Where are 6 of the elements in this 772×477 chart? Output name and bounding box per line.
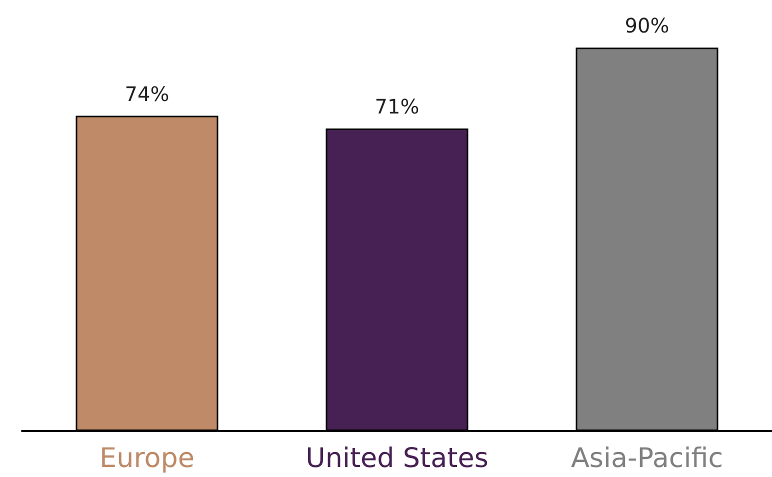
data-label: 90% [624, 14, 670, 38]
x-tick-label: Europe [100, 443, 194, 474]
data-label: 71% [374, 94, 420, 119]
data-label: 74% [124, 82, 170, 106]
x-tick-label: United States [306, 443, 488, 474]
x-tick-label: Asia-Pacific [570, 443, 724, 474]
